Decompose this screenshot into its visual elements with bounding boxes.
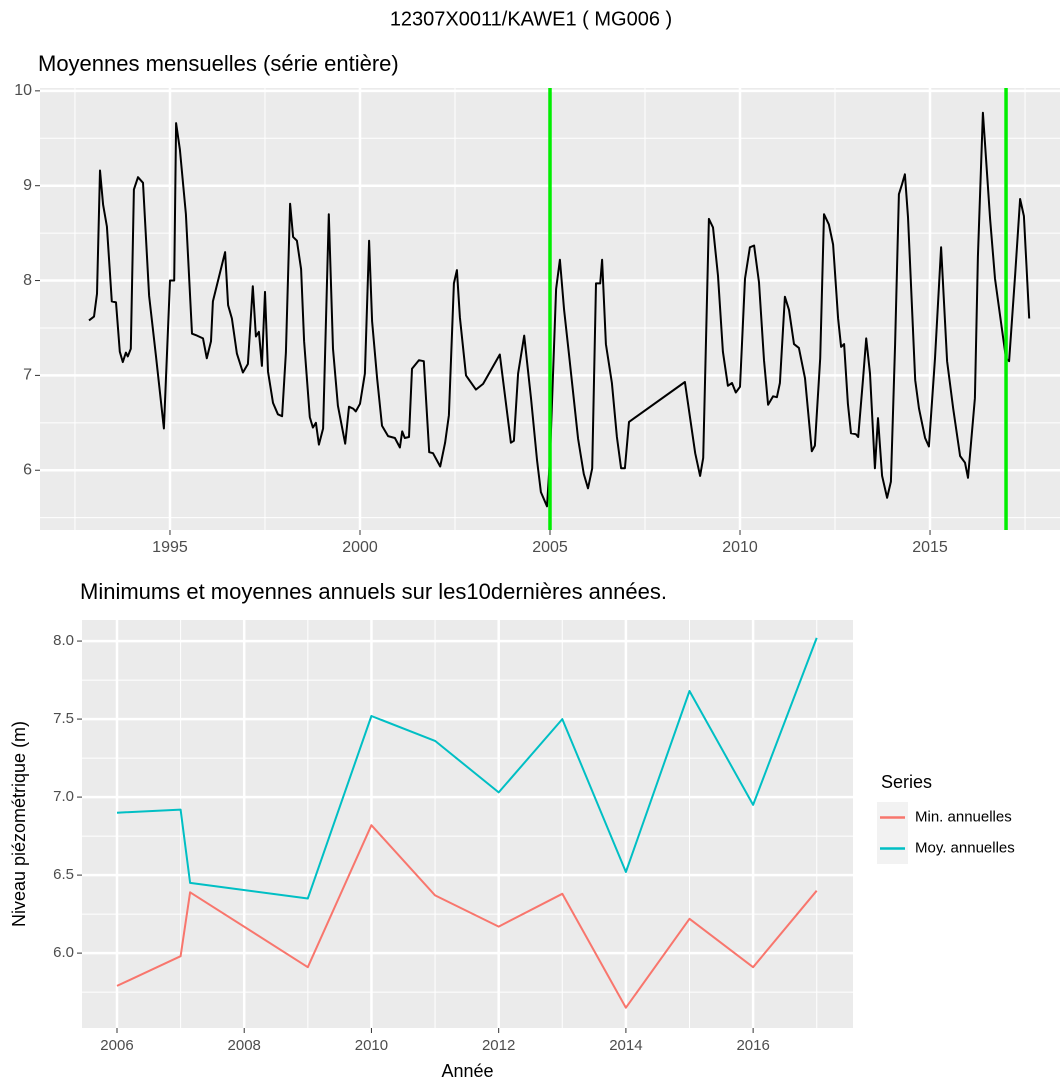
- legend-title: Series: [881, 772, 932, 792]
- y-tick-label: 6.5: [53, 866, 74, 883]
- x-tick-label: 2014: [609, 1037, 642, 1054]
- series-line: [116, 637, 818, 900]
- y-tick-label: 8.0: [53, 632, 74, 649]
- y-axis-label: Niveau piézométrique (m): [9, 721, 29, 927]
- x-tick-label: 2012: [482, 1037, 515, 1054]
- x-tick-label: 1995: [152, 539, 188, 556]
- legend-label: Moy. annuelles: [915, 839, 1015, 856]
- y-tick-label: 7: [23, 367, 32, 384]
- x-tick-label: 2010: [355, 1037, 388, 1054]
- x-tick-label: 2005: [532, 539, 568, 556]
- chart-title: Moyennes mensuelles (série entière): [38, 51, 399, 76]
- y-tick-label: 7.0: [53, 788, 74, 805]
- y-tick-label: 7.5: [53, 710, 74, 727]
- x-tick-label: 2008: [228, 1037, 261, 1054]
- y-tick-label: 8: [23, 272, 32, 289]
- x-axis-label: Année: [441, 1061, 493, 1081]
- figure-title: 12307X0011/KAWE1 ( MG006 ): [390, 8, 672, 30]
- y-tick-label: 6.0: [53, 944, 74, 961]
- y-tick-label: 10: [14, 82, 32, 99]
- plot-panel: [82, 620, 853, 1028]
- x-tick-label: 2006: [100, 1037, 133, 1054]
- y-tick-label: 6: [23, 461, 32, 478]
- x-tick-label: 2000: [342, 539, 378, 556]
- chart-title: Minimums et moyennes annuels sur les10de…: [80, 579, 667, 604]
- data-line: [88, 111, 1031, 508]
- y-tick-label: 9: [23, 177, 32, 194]
- x-tick-label: 2015: [912, 539, 948, 556]
- series-line: [116, 824, 818, 1009]
- x-tick-label: 2010: [722, 539, 758, 556]
- x-tick-label: 2016: [736, 1037, 769, 1054]
- legend-label: Min. annuelles: [915, 808, 1012, 825]
